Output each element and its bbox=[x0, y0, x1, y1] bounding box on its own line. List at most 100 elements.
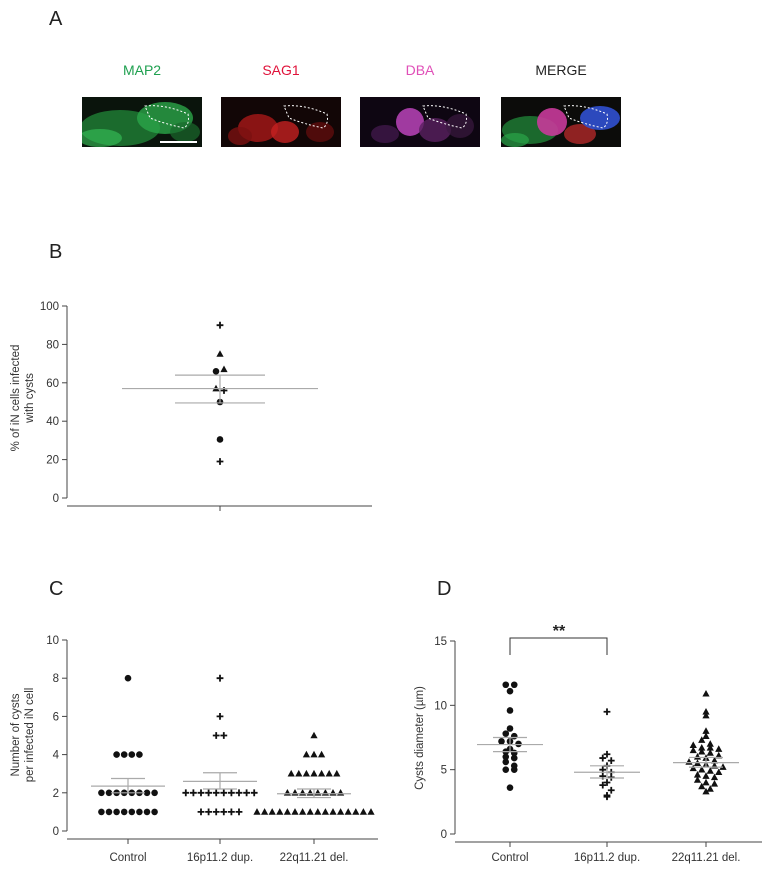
panel-d-ytick-label: 15 bbox=[434, 636, 447, 648]
panel-d-data-point bbox=[515, 740, 522, 748]
panel-d-data-point bbox=[715, 751, 723, 759]
panel-d-ylabel: Cysts diameter (µm) bbox=[414, 686, 426, 790]
panel-c-data-point bbox=[128, 751, 136, 758]
panel-d-category-label: 16p11.2 dup. bbox=[574, 852, 640, 864]
panel-c-data-point bbox=[205, 808, 212, 816]
panel-d-data-point bbox=[506, 725, 514, 732]
panel-d-data-point bbox=[502, 766, 510, 773]
panel-d-data-point bbox=[715, 768, 723, 776]
micrograph-dba bbox=[360, 97, 480, 147]
panel-c-ytick-label: 4 bbox=[53, 750, 60, 762]
panel-d-data-point bbox=[706, 749, 714, 756]
panel-c-data-point bbox=[325, 769, 333, 777]
panel-d-data-point bbox=[702, 772, 710, 779]
panel-c-data-point bbox=[321, 789, 329, 796]
panel-c-ytick-label: 0 bbox=[53, 826, 59, 838]
panel-d-data-point bbox=[685, 758, 693, 765]
panel-d-data-point bbox=[502, 758, 510, 766]
panel-c-data-point bbox=[143, 789, 151, 797]
panel-b-data-point bbox=[212, 367, 220, 375]
significance-stars: ** bbox=[553, 623, 566, 640]
panel-c-data-point bbox=[306, 808, 314, 815]
panel-c-data-point bbox=[310, 750, 318, 758]
panel-c-data-point bbox=[276, 808, 284, 815]
micrograph-map2 bbox=[82, 97, 202, 147]
panel-c-data-point bbox=[216, 713, 224, 720]
panel-c-data-point bbox=[228, 808, 235, 816]
panel-b-data-point bbox=[220, 365, 228, 373]
panel-c-ytick-label: 10 bbox=[46, 635, 59, 647]
panel-b-data-point bbox=[216, 350, 224, 357]
panel-c-data-point bbox=[299, 789, 307, 796]
panel-c-letter: C bbox=[49, 578, 63, 600]
panel-c-data-point bbox=[250, 789, 258, 797]
panel-d-category-label: Control bbox=[491, 852, 528, 864]
panel-c-data-point bbox=[359, 808, 367, 815]
panel-c-data-point bbox=[216, 674, 224, 682]
panel-d-data-point bbox=[510, 754, 518, 762]
panel-c-category-label: 22q11.21 del. bbox=[280, 852, 349, 864]
panel-d-ytick-label: 5 bbox=[441, 765, 447, 777]
panel-d-data-point bbox=[710, 756, 719, 764]
significance-bracket bbox=[509, 637, 608, 655]
panel-d-data-point bbox=[715, 745, 723, 752]
panel-d-ytick-label: 10 bbox=[434, 700, 447, 712]
micrograph-merge bbox=[501, 97, 621, 147]
panel-d-data-point bbox=[506, 687, 514, 695]
panel-c-data-point bbox=[261, 808, 269, 815]
panel-c-data-point bbox=[268, 808, 276, 815]
panel-d-data-point bbox=[702, 711, 710, 719]
panel-c-data-point bbox=[310, 769, 318, 777]
panel-c-data-point bbox=[220, 789, 228, 797]
panel-c-data-point bbox=[136, 808, 143, 816]
panel-c-data-point bbox=[329, 789, 337, 796]
panel-c-data-point bbox=[98, 808, 105, 816]
panel-c-data-point bbox=[291, 808, 299, 815]
channel-label-map2: MAP2 bbox=[123, 62, 161, 78]
panel-c-data-point bbox=[295, 769, 303, 777]
panel-d-category-label: 22q11.21 del. bbox=[672, 852, 741, 864]
panel-d-data-point bbox=[498, 738, 505, 745]
panel-c-data-point bbox=[190, 789, 197, 797]
panel-c-ytick-label: 6 bbox=[53, 711, 59, 723]
panel-d-chart: Cysts diameter (µm) ** 0 5 10 15 Control 16p1… bbox=[414, 623, 762, 864]
panel-b-chart: % of iN cells infected with cysts 0 20 40 6… bbox=[10, 301, 372, 511]
panel-c-data-point bbox=[105, 789, 113, 797]
panel-c-data-point bbox=[314, 808, 322, 815]
panel-d-data-point bbox=[689, 764, 697, 772]
panel-d-data-point bbox=[710, 780, 719, 787]
panel-d-data-point bbox=[702, 727, 710, 734]
panel-d-data-point bbox=[702, 778, 710, 786]
panel-d-data-point bbox=[506, 707, 514, 714]
panel-c-data-point bbox=[124, 674, 132, 682]
panel-c-data-point bbox=[128, 808, 136, 816]
panel-c-data-point bbox=[283, 808, 291, 815]
panel-d-data-point bbox=[506, 784, 514, 791]
panel-c-data-point bbox=[113, 751, 120, 758]
panel-c-data-point bbox=[136, 751, 143, 758]
panel-b-ytick-label: 80 bbox=[46, 339, 59, 351]
panel-b-ylabel-line2: with cysts bbox=[24, 373, 36, 424]
panel-c-chart: Number of cysts per infected iN cell 0 2 4… bbox=[10, 635, 378, 864]
panel-c-data-point bbox=[333, 769, 341, 777]
panel-b-ytick-label: 40 bbox=[46, 416, 59, 428]
panel-c-data-point bbox=[291, 789, 299, 796]
panel-c-ytick-label: 8 bbox=[53, 673, 59, 685]
panel-d-data-point bbox=[510, 762, 518, 770]
panel-d-data-point bbox=[689, 746, 697, 754]
panel-c-data-point bbox=[205, 789, 212, 797]
panel-d-data-point bbox=[698, 765, 706, 773]
panel-d-data-point bbox=[702, 732, 710, 740]
panel-d-data-point bbox=[603, 750, 611, 758]
panel-c-data-point bbox=[220, 808, 228, 816]
panel-c-data-point bbox=[235, 789, 243, 797]
panel-d-data-point bbox=[607, 757, 615, 765]
panel-c-data-point bbox=[321, 808, 329, 815]
panel-d-data-point bbox=[698, 747, 706, 755]
panel-c-category-label: 16p11.2 dup. bbox=[187, 852, 253, 864]
panel-c-data-point bbox=[220, 732, 228, 739]
panel-d-data-point bbox=[693, 776, 702, 783]
panel-c-data-point bbox=[243, 789, 250, 797]
panel-b-data-point bbox=[216, 436, 224, 443]
panel-c-data-point bbox=[143, 808, 151, 816]
